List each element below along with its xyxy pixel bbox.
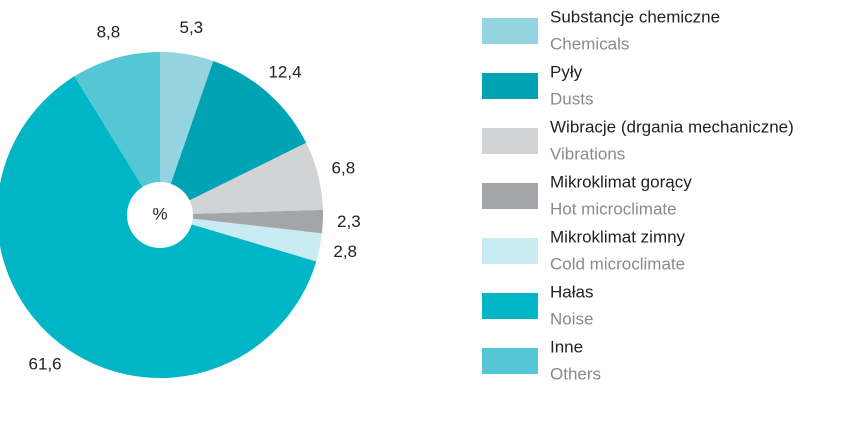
legend-label: Mikroklimat zimny [550,227,686,246]
pie-slice [74,52,160,215]
pie-slice [160,215,322,262]
legend-label: Wibracje (drgania mechaniczne) [550,117,794,136]
data-label: 6,8 [332,159,356,178]
legend-label-en: Hot microclimate [550,199,677,218]
legend-swatch [482,73,538,99]
data-label: 12,4 [268,63,301,82]
legend-swatch [482,238,538,264]
legend-label-en: Chemicals [550,34,629,53]
legend-swatch [482,293,538,319]
data-label: 61,6 [29,355,62,374]
legend-swatch [482,183,538,209]
data-label: 2,3 [337,212,361,231]
legend-swatch [482,18,538,44]
legend-label-en: Cold microclimate [550,254,685,273]
legend-label-en: Dusts [550,89,593,108]
legend-label-en: Noise [550,309,593,328]
legend-swatch [482,128,538,154]
donut-hole [127,182,193,248]
data-label: 8,8 [97,23,121,42]
legend-label: Substancje chemiczne [550,7,720,26]
data-label: 5,3 [180,18,204,37]
legend-label-en: Others [550,364,601,383]
legend-swatch [482,348,538,374]
center-label: % [152,204,167,223]
pie-slice [160,142,323,215]
legend-label: Mikroklimat gorący [550,172,692,191]
pie-slice [160,52,214,215]
legend-label: Hałas [550,282,593,301]
data-label: 2,8 [333,242,357,261]
legend-label: Inne [550,337,583,356]
legend-label-en: Vibrations [550,144,625,163]
pie-slice [160,209,323,234]
legend-label: Pyły [550,62,583,81]
pie-slice [160,60,307,216]
